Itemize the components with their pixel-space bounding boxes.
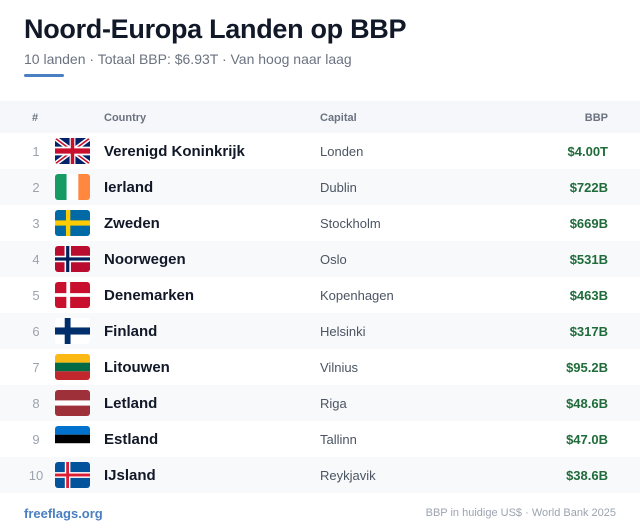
row-gdp: $722B [569, 180, 608, 195]
table-row: 5 Denemarken Kopenhagen $463B [0, 277, 640, 313]
table-row: 2 Ierland Dublin $722B [0, 169, 640, 205]
row-capital: Oslo [320, 252, 347, 267]
estonia-flag-icon [55, 426, 90, 452]
row-capital: Londen [320, 144, 364, 159]
row-country: Ierland [104, 179, 154, 196]
uk-flag-icon [55, 138, 90, 164]
row-country: Noorwegen [104, 251, 186, 268]
table-row: 6 Finland Helsinki $317B [0, 313, 640, 349]
row-capital: Kopenhagen [320, 288, 394, 303]
column-header-gdp: BBP [584, 112, 608, 124]
table-header: # Country Capital BBP [0, 101, 640, 133]
row-rank: 3 [32, 216, 40, 231]
page-subtitle: 10 landen · Totaal BBP: $6.93T · Van hoo… [24, 51, 352, 67]
denmark-flag-icon [55, 282, 90, 308]
source-note: BBP in huidige US$ · World Bank 2025 [425, 507, 616, 519]
row-country: Estland [104, 431, 159, 448]
brand-link[interactable]: freeflags.org [24, 506, 103, 521]
row-capital: Riga [320, 396, 347, 411]
row-capital: Vilnius [320, 360, 359, 375]
row-gdp: $531B [569, 252, 608, 267]
row-country: Litouwen [104, 359, 170, 376]
row-capital: Helsinki [320, 324, 366, 339]
table-row: 9 Estland Tallinn $47.0B [0, 421, 640, 457]
row-country: Letland [104, 395, 158, 412]
table-row: 10 IJsland Reykjavik $38.6B [0, 457, 640, 493]
norway-flag-icon [55, 246, 90, 272]
row-gdp: $38.6B [566, 468, 608, 483]
column-header-rank: # [32, 112, 39, 124]
row-capital: Stockholm [320, 216, 381, 231]
page-footer: freeflags.org BBP in huidige US$ · World… [24, 506, 616, 522]
row-country: Finland [104, 323, 158, 340]
title-accent-bar [24, 74, 64, 77]
lithuania-flag-icon [55, 354, 90, 380]
sweden-flag-icon [55, 210, 90, 236]
table-row: 4 Noorwegen Oslo $531B [0, 241, 640, 277]
table-row: 8 Letland Riga $48.6B [0, 385, 640, 421]
row-capital: Tallinn [320, 432, 357, 447]
iceland-flag-icon [55, 462, 90, 488]
table-row: 7 Litouwen Vilnius $95.2B [0, 349, 640, 385]
row-capital: Reykjavik [320, 468, 376, 483]
ireland-flag-icon [55, 174, 90, 200]
table-row: 3 Zweden Stockholm $669B [0, 205, 640, 241]
row-rank: 5 [32, 288, 40, 303]
row-rank: 6 [32, 324, 40, 339]
row-rank: 10 [28, 468, 44, 483]
row-country: Verenigd Koninkrijk [104, 143, 245, 160]
page-header: Noord-Europa Landen op BBP 10 landen · T… [24, 12, 624, 77]
row-rank: 2 [32, 180, 40, 195]
row-gdp: $463B [569, 288, 608, 303]
column-header-capital: Capital [320, 112, 357, 124]
row-rank: 8 [32, 396, 40, 411]
row-country: Zweden [104, 215, 160, 232]
gdp-table: # Country Capital BBP 1 Verenigd Koninkr… [0, 101, 640, 493]
row-capital: Dublin [320, 180, 357, 195]
row-gdp: $669B [569, 216, 608, 231]
row-rank: 4 [32, 252, 40, 267]
row-rank: 1 [32, 144, 40, 159]
page-title: Noord-Europa Landen op BBP [24, 14, 407, 44]
row-rank: 7 [32, 360, 40, 375]
row-country: Denemarken [104, 287, 195, 304]
row-country: IJsland [104, 467, 156, 484]
row-gdp: $95.2B [566, 360, 608, 375]
finland-flag-icon [55, 318, 90, 344]
row-gdp: $4.00T [567, 144, 608, 159]
table-row: 1 Verenigd Koninkrijk Londen $4.00T [0, 133, 640, 169]
column-header-country: Country [104, 112, 147, 124]
row-gdp: $48.6B [566, 396, 608, 411]
row-gdp: $317B [569, 324, 608, 339]
row-gdp: $47.0B [566, 432, 608, 447]
latvia-flag-icon [55, 390, 90, 416]
row-rank: 9 [32, 432, 40, 447]
